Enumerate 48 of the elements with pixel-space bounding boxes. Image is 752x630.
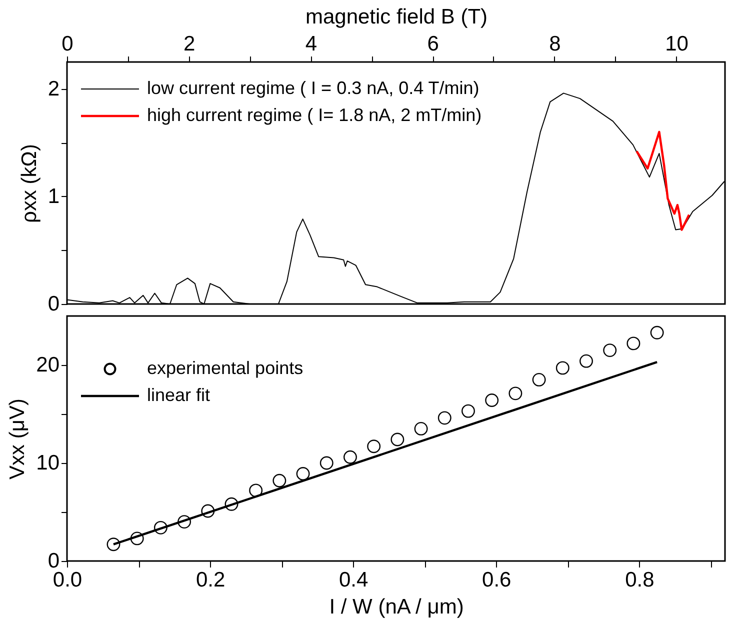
legend-label: low current regime ( I = 0.3 nA, 0.4 T/min) <box>147 78 480 98</box>
x-axis-title: magnetic field B (T) <box>305 6 488 28</box>
y-tick-label: 2 <box>48 77 60 100</box>
point <box>224 497 238 511</box>
y-tick-label: 0 <box>48 292 60 316</box>
x-tick-label: 2 <box>184 32 196 56</box>
point <box>201 504 215 518</box>
y-axis-title: Vxx (μV) <box>6 398 30 480</box>
y-tick-label: 10 <box>36 452 60 474</box>
point <box>130 532 144 546</box>
point <box>106 538 120 552</box>
point <box>390 432 404 446</box>
legend-label: experimental points <box>147 358 304 378</box>
x-tick-label: 6 <box>427 32 439 56</box>
y-axis-title: ρxx (kΩ) <box>18 144 41 223</box>
point <box>650 326 664 340</box>
x-tick-label: 0.8 <box>625 568 654 592</box>
point <box>344 450 357 464</box>
x-tick-label: 0.6 <box>482 568 512 592</box>
line-series <box>636 130 690 231</box>
point <box>178 515 192 529</box>
x-tick-label: 10 <box>665 32 688 56</box>
point <box>462 404 475 418</box>
point <box>249 484 263 498</box>
point <box>603 344 617 358</box>
y-tick-label: 1 <box>48 184 60 208</box>
x-tick-label: 8 <box>549 32 561 56</box>
point <box>320 456 334 470</box>
x-tick-label: 0 <box>62 32 74 56</box>
y-tick-label: 20 <box>36 354 60 376</box>
x-tick-label: 0.2 <box>196 568 226 592</box>
point <box>296 467 310 480</box>
point <box>414 422 428 436</box>
point <box>532 372 546 386</box>
x-tick-label: 4 <box>305 32 318 56</box>
point <box>580 354 593 368</box>
point <box>367 440 381 454</box>
point <box>556 361 570 375</box>
point <box>508 386 522 400</box>
point <box>438 411 452 425</box>
x-axis-title: I / W (nA / μm) <box>329 596 464 618</box>
point <box>272 474 286 488</box>
legend-label: high current regime ( I= 1.8 nA, 2 mT/min) <box>147 105 482 125</box>
point <box>626 336 640 350</box>
point <box>154 520 168 534</box>
legend-label: linear fit <box>147 385 210 405</box>
point <box>485 394 499 407</box>
x-tick-label: 0.4 <box>338 568 368 592</box>
